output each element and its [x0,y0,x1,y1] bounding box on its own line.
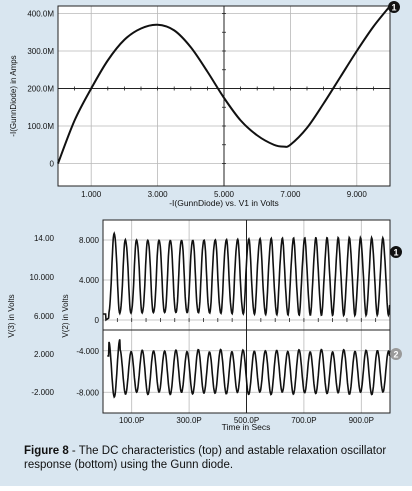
top-x-tick-label: 1.000 [81,190,102,199]
top-y-tick-label: 200.0M [27,85,54,94]
marker-1-label: 1 [393,248,398,258]
figure-label: Figure 8 [24,445,69,457]
top-y-tick-label: 300.0M [27,47,54,56]
top-plot-frame [57,5,391,187]
caption-text: - The DC characteristics (top) and astab… [24,445,387,471]
bottom-inner-y-tick-label: -4.000 [76,347,99,356]
top-x-tick-label: 3.000 [148,190,169,199]
top-tick-labels: 1.000 3.000 5.000 7.000 9.000 0 100.0M 200.0M 30… [27,10,367,200]
marker-2-circle [390,348,402,360]
bottom-inner-y-tick-label: 8.000 [79,236,100,245]
bottom-x-tick-label: 500.0P [234,416,259,425]
bottom-inner-y-tick-label: 4.000 [79,276,100,285]
v2-waveform [103,231,391,322]
bottom-tick-labels: 100.0P 300.0P 500.0P 700.0P 900.0P 0 4.000 8.00… [30,234,374,425]
marker-2-label: 2 [393,350,398,360]
v3-waveform [107,339,391,399]
bottom-x-tick-label: 100.0P [119,416,144,425]
oscillator-response-chart: 100.0P 300.0P 500.0P 700.0P 900.0P 0 4.000 8.00… [7,219,402,432]
marker-1-label: 1 [391,3,396,13]
bottom-outer-y-axis-label: V(3) in Volts [7,294,16,337]
bottom-plot-frame [102,219,391,414]
top-x-tick-label: 9.000 [347,190,368,199]
bottom-outer-y-tick-label: 10.000 [30,273,55,282]
bottom-inner-y-tick-label: -8.000 [76,388,99,397]
bottom-outer-y-tick-label: -2.000 [31,388,54,397]
top-y-tick-label: 100.0M [27,122,54,131]
bottom-inner-y-axis-label: V(2) in Volts [61,294,70,337]
bottom-x-tick-label: 700.0P [291,416,316,425]
figure-caption: Figure 8 - The DC characteristics (top) … [24,444,394,472]
bottom-x-tick-label: 900.0P [349,416,374,425]
bottom-outer-y-tick-label: 2.000 [34,350,55,359]
bottom-inner-y-tick-label: 0 [95,316,100,325]
top-y-axis-label: -I(GunnDiode) in Amps [9,55,18,136]
top-x-tick-label: 7.000 [280,190,301,199]
bottom-outer-y-tick-label: 14.00 [34,234,55,243]
dc-characteristics-chart: 1.000 3.000 5.000 7.000 9.000 0 100.0M 200.0M 30… [9,1,400,208]
bottom-x-tick-label: 300.0P [176,416,201,425]
gunn-diode-iv-curve [57,5,391,164]
marker-1-circle [390,246,402,258]
top-y-tick-label: 0 [50,160,55,169]
top-axes [57,5,391,187]
top-x-tick-label: 5.000 [214,190,235,199]
bottom-x-axis-label: Time in Secs [222,422,271,432]
top-marker-1: 1 [388,1,400,13]
bottom-outer-y-tick-label: 6.000 [34,312,55,321]
bottom-markers: 12 [390,246,402,360]
top-y-tick-label: 400.0M [27,10,54,19]
top-x-axis-label: -I(GunnDiode) vs. V1 in Volts [169,198,279,208]
marker-1-circle [388,1,400,13]
